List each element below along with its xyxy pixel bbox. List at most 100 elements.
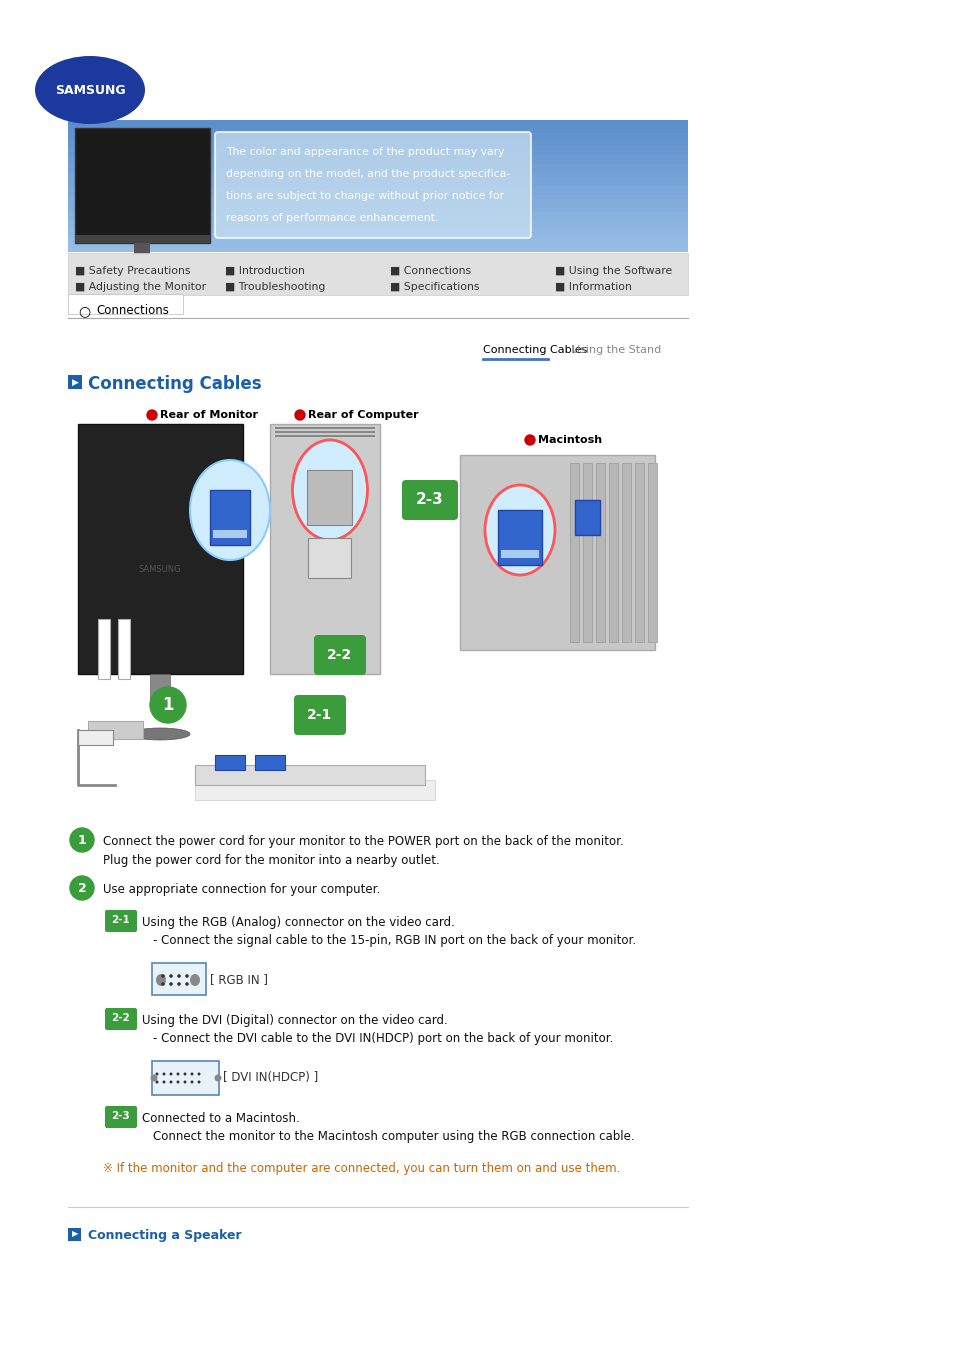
Text: ■ Connections: ■ Connections: [390, 266, 471, 276]
Circle shape: [176, 1073, 179, 1075]
Text: ■ Troubleshooting: ■ Troubleshooting: [225, 282, 325, 292]
Bar: [68, 159, 687, 163]
Bar: [68, 134, 687, 138]
Bar: [194, 780, 435, 800]
Ellipse shape: [190, 459, 270, 561]
Text: ■ Specifications: ■ Specifications: [390, 282, 479, 292]
Text: Using the RGB (Analog) connector on the video card.: Using the RGB (Analog) connector on the …: [142, 916, 455, 929]
Text: 2-2: 2-2: [327, 648, 353, 662]
Bar: [68, 128, 687, 134]
Text: 2-2: 2-2: [112, 1013, 131, 1023]
Bar: [596, 463, 604, 642]
Bar: [68, 247, 687, 253]
Bar: [214, 755, 245, 770]
Text: 1: 1: [162, 696, 173, 713]
Bar: [118, 619, 130, 680]
Bar: [68, 253, 687, 295]
Bar: [133, 243, 150, 255]
Text: Connecting Cables: Connecting Cables: [88, 376, 261, 393]
Text: 1: 1: [77, 834, 87, 847]
Bar: [68, 169, 687, 173]
Bar: [68, 173, 687, 177]
Circle shape: [170, 1073, 172, 1075]
Text: SAMSUNG: SAMSUNG: [138, 565, 181, 574]
Bar: [68, 216, 687, 222]
Circle shape: [177, 982, 181, 986]
Bar: [68, 295, 183, 313]
Bar: [68, 155, 687, 159]
Text: Connected to a Macintosh.: Connected to a Macintosh.: [142, 1112, 299, 1125]
Bar: [88, 721, 143, 739]
Text: ■ Safety Precautions: ■ Safety Precautions: [75, 266, 191, 276]
Bar: [75, 128, 210, 243]
Circle shape: [183, 1073, 186, 1075]
Text: Rear of Monitor: Rear of Monitor: [160, 409, 257, 420]
Bar: [68, 181, 687, 186]
Ellipse shape: [293, 440, 367, 540]
Bar: [68, 146, 687, 151]
Circle shape: [524, 435, 535, 444]
Ellipse shape: [190, 974, 200, 986]
Bar: [274, 435, 375, 436]
Text: ▶: ▶: [71, 1229, 78, 1239]
Bar: [68, 186, 687, 190]
Text: Rear of Computer: Rear of Computer: [308, 409, 418, 420]
FancyBboxPatch shape: [314, 635, 366, 676]
Text: Plug the power cord for the monitor into a nearby outlet.: Plug the power cord for the monitor into…: [103, 854, 439, 867]
Bar: [575, 500, 599, 535]
Text: Using the DVI (Digital) connector on the video card.: Using the DVI (Digital) connector on the…: [142, 1015, 447, 1027]
Bar: [459, 455, 655, 650]
Bar: [68, 199, 687, 204]
Circle shape: [155, 1073, 158, 1075]
Text: ■ Introduction: ■ Introduction: [225, 266, 305, 276]
Circle shape: [147, 409, 157, 420]
Text: ■ Adjusting the Monitor: ■ Adjusting the Monitor: [75, 282, 206, 292]
Circle shape: [169, 974, 172, 978]
Bar: [78, 730, 112, 744]
Bar: [254, 755, 285, 770]
Bar: [621, 463, 630, 642]
Text: 2-3: 2-3: [112, 1111, 131, 1121]
Bar: [307, 470, 352, 526]
Bar: [68, 243, 687, 247]
Bar: [78, 424, 243, 674]
Text: 2: 2: [77, 881, 87, 894]
Circle shape: [183, 1081, 186, 1084]
Bar: [98, 619, 110, 680]
Bar: [68, 230, 687, 235]
Bar: [68, 124, 687, 128]
Text: Connecting Cables: Connecting Cables: [482, 345, 587, 355]
Bar: [68, 195, 687, 199]
Circle shape: [70, 828, 94, 852]
Bar: [608, 463, 618, 642]
Text: 2-3: 2-3: [416, 493, 443, 508]
Bar: [68, 151, 687, 155]
Text: Use appropriate connection for your computer.: Use appropriate connection for your comp…: [103, 884, 380, 896]
Bar: [500, 550, 538, 558]
Text: - Connect the signal cable to the 15-pin, RGB IN port on the back of your monito: - Connect the signal cable to the 15-pin…: [152, 934, 636, 947]
Ellipse shape: [35, 55, 145, 124]
Bar: [68, 1228, 81, 1242]
Text: Connecting a Speaker: Connecting a Speaker: [88, 1229, 241, 1242]
Bar: [68, 239, 687, 243]
Circle shape: [177, 974, 181, 978]
FancyBboxPatch shape: [105, 1106, 137, 1128]
Circle shape: [294, 409, 305, 420]
Bar: [68, 235, 687, 239]
Text: Connect the power cord for your monitor to the POWER port on the back of the mon: Connect the power cord for your monitor …: [103, 835, 623, 848]
Circle shape: [185, 982, 189, 986]
Text: ■ Using the Software: ■ Using the Software: [555, 266, 672, 276]
Circle shape: [70, 875, 94, 900]
Bar: [569, 463, 578, 642]
Ellipse shape: [484, 485, 555, 576]
Circle shape: [162, 1081, 165, 1084]
Circle shape: [214, 1074, 221, 1082]
Circle shape: [155, 1081, 158, 1084]
Text: 2-1: 2-1: [112, 915, 131, 925]
Bar: [68, 177, 687, 181]
FancyBboxPatch shape: [401, 480, 457, 520]
Circle shape: [151, 1074, 157, 1082]
Ellipse shape: [156, 974, 166, 986]
Circle shape: [161, 974, 165, 978]
Text: The color and appearance of the product may vary: The color and appearance of the product …: [226, 147, 504, 157]
